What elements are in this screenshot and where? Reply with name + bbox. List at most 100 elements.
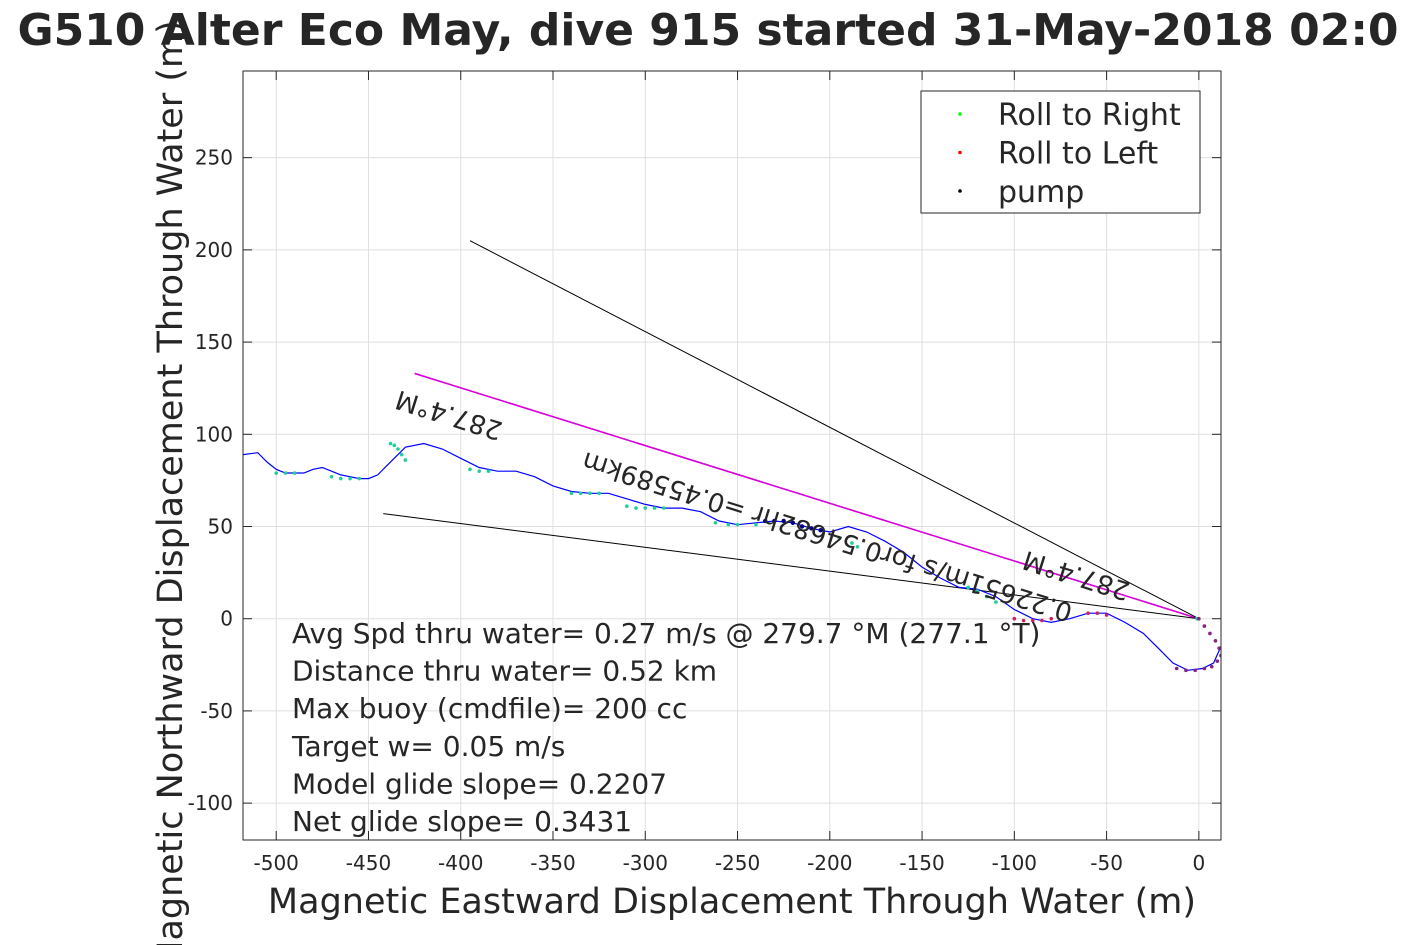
roll-right-point: [735, 522, 740, 527]
stats-line: Distance thru water= 0.52 km: [292, 655, 717, 688]
roll-right-point: [396, 447, 400, 451]
stats-line: Max buoy (cmdfile)= 200 cc: [292, 692, 687, 725]
dive-point: [1197, 616, 1201, 621]
roll-right-point: [399, 452, 404, 457]
roll-right-point: [754, 522, 758, 527]
roll-left-point: [1086, 611, 1090, 615]
y-tick-label: 250: [195, 146, 233, 170]
roll-right-point: [468, 467, 472, 472]
y-tick-label: -100: [188, 791, 233, 815]
x-tick-label: -350: [530, 851, 575, 875]
pump-point: [772, 518, 777, 524]
roll-right-point: [726, 522, 731, 527]
pump-point: [781, 518, 786, 524]
dive-point: [1208, 631, 1212, 636]
x-tick-label: -400: [438, 851, 483, 875]
roll-right-point: [392, 443, 397, 448]
roll-left-point: [1095, 611, 1100, 615]
roll-right-point: [643, 506, 648, 510]
dive-point: [1202, 666, 1207, 671]
legend-box: [920, 90, 1201, 214]
roll-right-point: [403, 458, 408, 462]
data-layer: [243, 240, 1221, 673]
pump-point: [790, 520, 796, 526]
roll-right-point: [984, 594, 989, 599]
dive-point: [1202, 624, 1207, 628]
bound-line-upper: [469, 240, 1200, 620]
dive-point: [1213, 639, 1218, 643]
roll-right-point: [850, 541, 854, 545]
x-tick-label: -450: [346, 851, 391, 875]
roll-right-point: [357, 476, 362, 481]
roll-right-point: [292, 471, 297, 475]
roll-left-point: [1012, 616, 1017, 621]
roll-right-point: [713, 521, 718, 525]
roll-right-point: [634, 506, 638, 510]
plot-frame: [242, 70, 1222, 841]
roll-right-point: [625, 504, 629, 509]
y-tick-label: 100: [195, 422, 233, 446]
roll-right-point: [588, 491, 592, 496]
x-tick-label: -500: [254, 851, 299, 875]
y-axis-label: Magnetic Northward Displacement Through …: [151, 20, 191, 945]
y-tick-label: 50: [208, 514, 233, 538]
roll-right-point: [578, 491, 583, 496]
stats-block: Avg Spd thru water= 0.27 m/s @ 279.7 °M …: [291, 617, 1040, 838]
x-tick-label: -150: [899, 851, 944, 875]
grid: [243, 71, 1221, 840]
y-tick-label: 150: [195, 330, 233, 354]
pump-point: [809, 526, 814, 531]
x-tick-label: 0: [1192, 851, 1205, 875]
roll-right-point: [329, 474, 334, 479]
roll-left-point: [1030, 618, 1035, 623]
y-tick-label: 200: [195, 238, 233, 262]
legend-label: Roll to Left: [998, 137, 1158, 172]
roll-left-point: [1104, 613, 1109, 617]
roll-left-point: [1021, 618, 1026, 623]
axis-ticks: -500 -450 -400 -350 -300 -250 -200 -150 -100 -50 0…: [188, 71, 1221, 875]
x-tick-label: -100: [992, 851, 1037, 875]
x-axis-label: Magnetic Eastward Displacement Through W…: [268, 882, 1196, 922]
x-tick-label: -250: [715, 851, 760, 875]
roll-right-point: [975, 589, 980, 593]
bound-line-lower: [383, 513, 1199, 620]
legend-marker: [958, 189, 962, 193]
roll-left-point: [1049, 616, 1054, 621]
y-tick-label: -50: [200, 699, 233, 723]
stats-line: Model glide slope= 0.2207: [292, 767, 667, 800]
dive-point: [1184, 668, 1188, 673]
dive-point: [1209, 664, 1214, 669]
roll-right-point: [339, 476, 343, 481]
roll-right-point: [486, 469, 491, 473]
pump-point: [799, 524, 805, 529]
roll-right-point: [661, 506, 666, 510]
roll-right-point: [388, 441, 393, 446]
pump-point: [818, 527, 823, 533]
chart-title: G510 Alter Eco May, dive 915 started 31-…: [17, 5, 1398, 56]
roll-left-point: [1040, 618, 1044, 623]
stats-line: Net glide slope= 0.3431: [292, 805, 632, 838]
roll-right-point: [837, 535, 841, 540]
legend-marker: [958, 150, 962, 155]
legend-marker: [958, 112, 962, 116]
x-tick-label: -300: [623, 851, 668, 875]
dive-point: [1217, 646, 1221, 651]
roll-right-point: [477, 469, 481, 473]
roll-right-point: [569, 491, 574, 496]
roll-right-point: [274, 471, 279, 475]
stats-line: Target w= 0.05 m/s: [291, 730, 565, 763]
heading-line-dots: [414, 372, 1200, 620]
dive-point: [1193, 668, 1197, 673]
roll-right-point: [855, 544, 860, 549]
y-tick-label: 0: [220, 607, 233, 631]
roll-right-point: [994, 600, 998, 604]
x-tick-label: -200: [807, 851, 852, 875]
roll-right-point: [283, 471, 288, 475]
roll-right-point: [597, 491, 601, 496]
roll-right-point: [652, 506, 657, 510]
stats-line: Avg Spd thru water= 0.27 m/s @ 279.7 °M …: [292, 617, 1040, 650]
track-line: [243, 442, 1221, 671]
x-tick-label: -50: [1090, 851, 1123, 875]
